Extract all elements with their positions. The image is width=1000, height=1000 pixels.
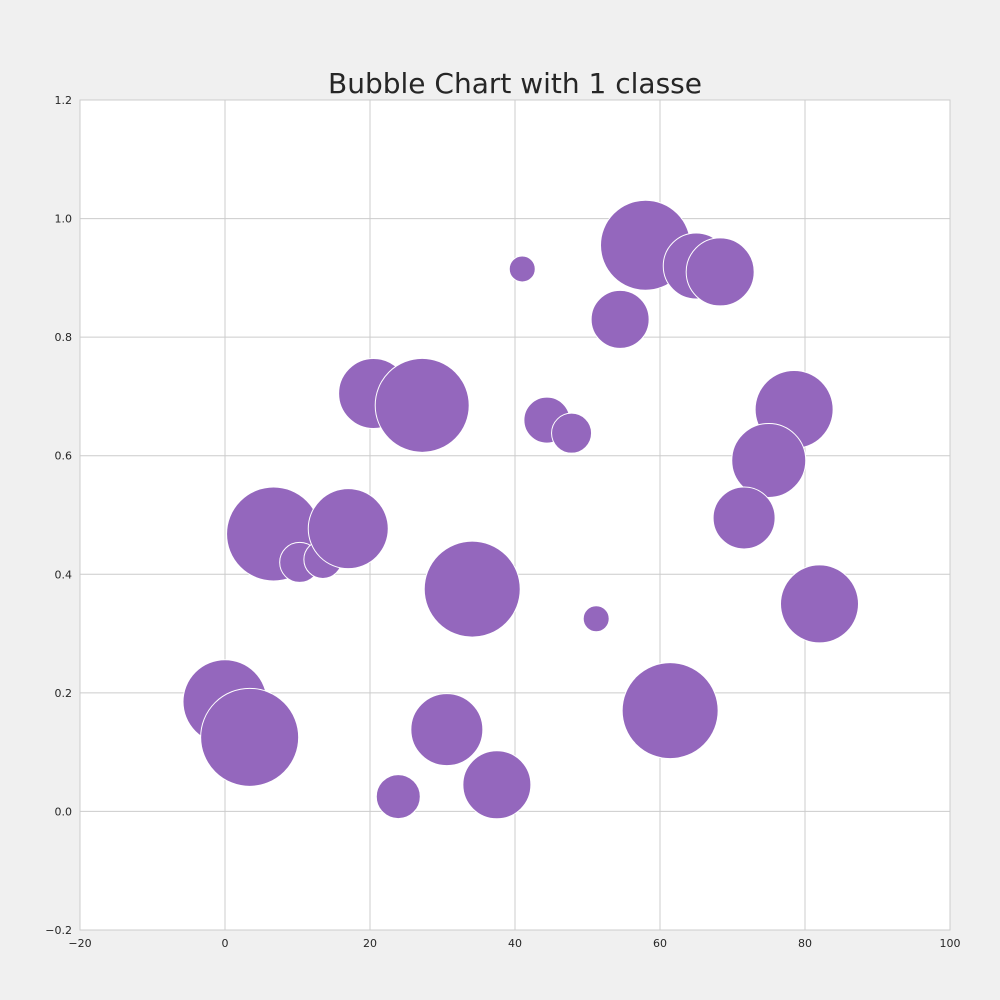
bubble-point <box>423 540 521 638</box>
bubble-point <box>590 289 650 349</box>
bubble-point <box>200 687 300 787</box>
bubble-point <box>551 412 593 454</box>
y-tick-label: −0.2 <box>45 924 72 937</box>
tick-labels: −20 0 20 40 60 80 100 −0.2 0.0 0.2 0.4 0.6 0.8 1.0 1.2 <box>45 94 960 950</box>
chart-title: Bubble Chart with 1 classe <box>328 67 702 100</box>
bubbles <box>182 199 859 820</box>
bubble-point <box>621 662 719 760</box>
bubble-point <box>780 564 859 644</box>
y-tick-label: 0.0 <box>55 805 73 818</box>
bubble-point <box>712 486 776 550</box>
y-tick-label: 0.4 <box>55 568 73 581</box>
x-tick-label: −20 <box>68 937 91 950</box>
x-tick-label: 80 <box>798 937 812 950</box>
x-tick-label: 0 <box>222 937 229 950</box>
bubble-point <box>685 237 755 307</box>
y-tick-label: 0.2 <box>55 687 73 700</box>
bubble-point <box>375 774 421 820</box>
bubble-point <box>374 357 470 453</box>
x-tick-label: 60 <box>653 937 667 950</box>
y-tick-label: 0.6 <box>55 450 73 463</box>
bubble-point <box>307 488 389 570</box>
x-tick-label: 20 <box>363 937 377 950</box>
y-tick-label: 1.0 <box>55 213 73 226</box>
x-tick-label: 40 <box>508 937 522 950</box>
y-tick-label: 1.2 <box>55 94 73 107</box>
bubble-point <box>462 750 532 820</box>
bubble-point <box>731 422 807 498</box>
bubble-point <box>508 255 536 283</box>
plot-frame <box>79 99 951 931</box>
bubble-point <box>582 605 610 633</box>
x-tick-label: 100 <box>940 937 961 950</box>
bubble-point <box>410 693 484 767</box>
y-tick-label: 0.8 <box>55 331 73 344</box>
